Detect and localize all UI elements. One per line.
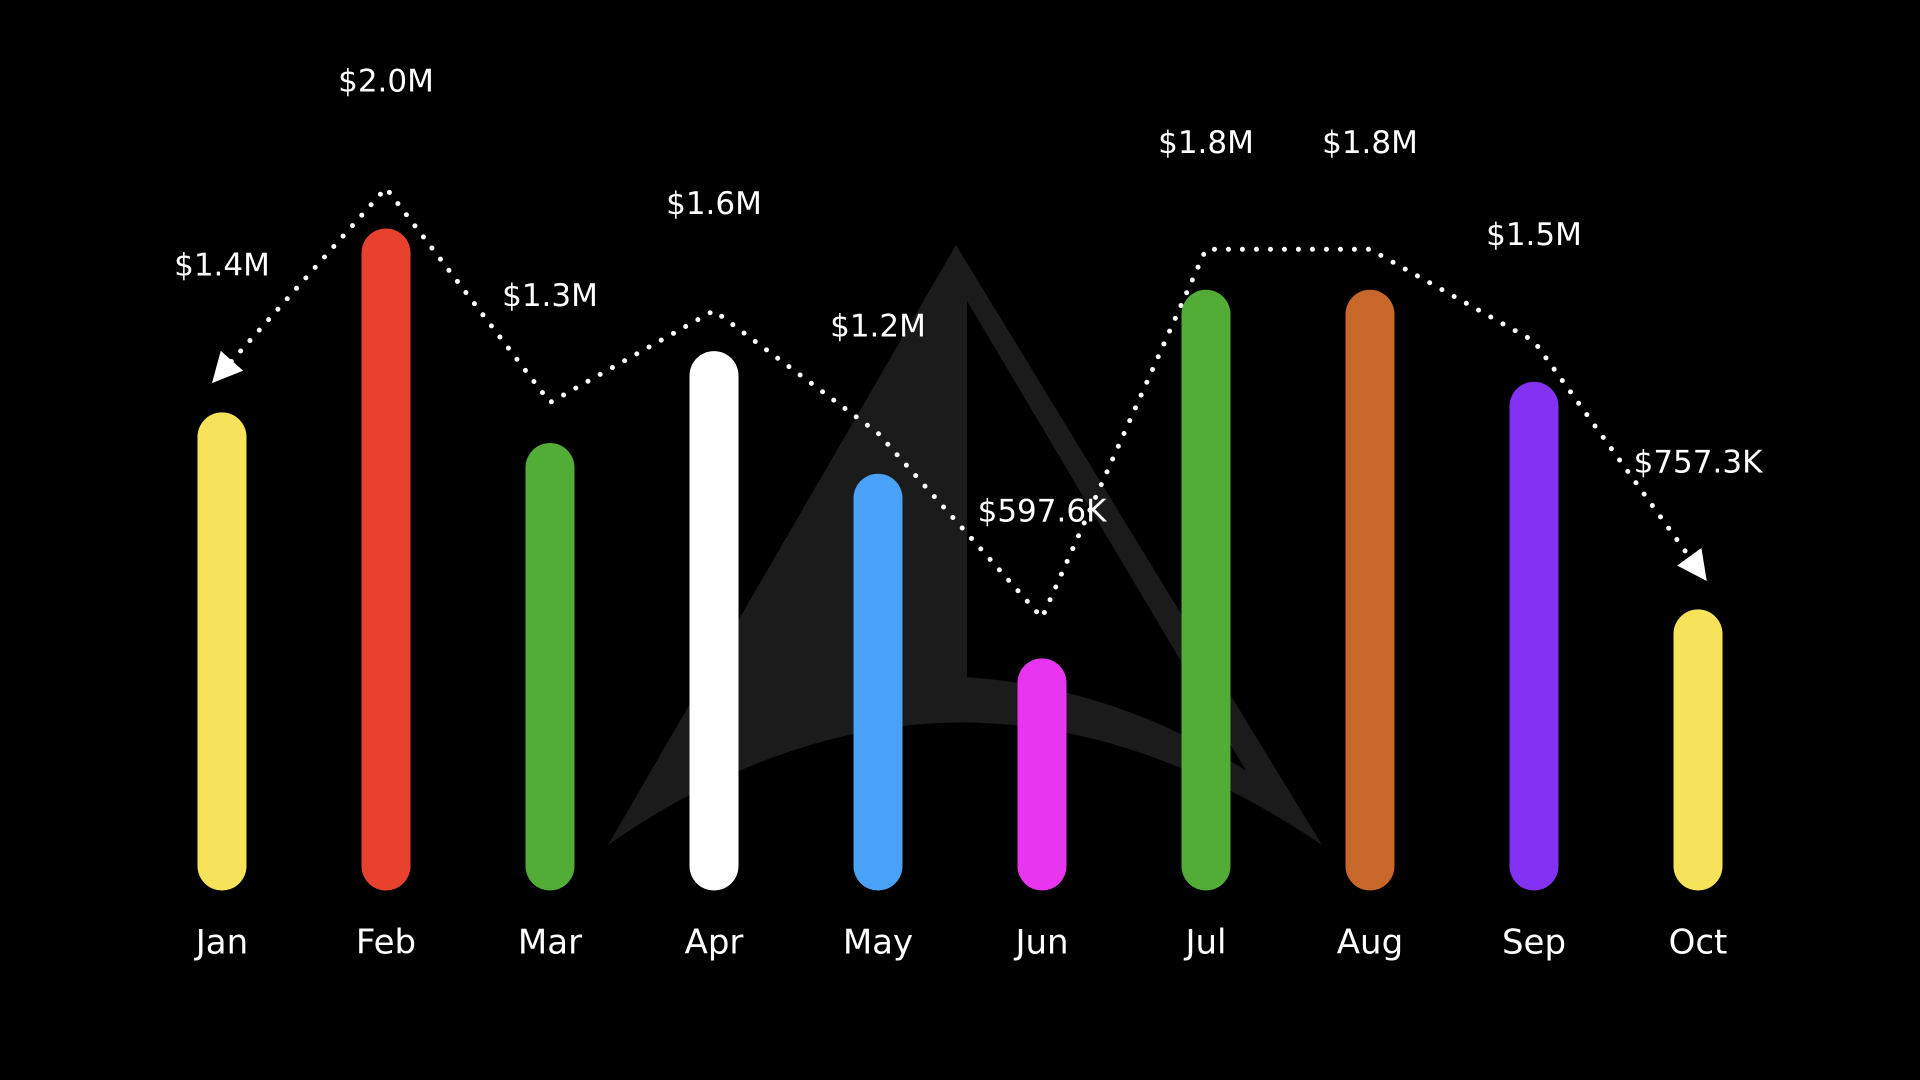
x-tick-label: Jan: [194, 923, 248, 963]
value-label: $2.0M: [338, 64, 434, 100]
bar: [525, 443, 575, 891]
bar: [1509, 381, 1559, 891]
x-tick-label: Sep: [1502, 923, 1566, 963]
bar: [1017, 658, 1067, 891]
trend-line: [212, 184, 1707, 623]
bar: [689, 351, 739, 891]
x-tick-label: Feb: [356, 923, 416, 963]
value-label: $1.8M: [1322, 125, 1418, 161]
bar: [853, 473, 903, 891]
bar: [1345, 289, 1395, 891]
value-label: $1.6M: [666, 186, 762, 222]
x-tick-label: Aug: [1337, 923, 1403, 963]
x-tick-label: Apr: [685, 923, 744, 963]
value-label: $1.2M: [830, 309, 926, 345]
value-label: $1.8M: [1158, 125, 1254, 161]
value-label: $1.5M: [1486, 217, 1582, 253]
x-tick-label: May: [843, 923, 913, 963]
bar: [197, 412, 247, 891]
value-label: $597.6K: [978, 493, 1107, 529]
value-label: $1.3M: [502, 278, 598, 314]
x-tick-label: Jul: [1183, 923, 1226, 963]
x-tick-label: Oct: [1669, 923, 1728, 963]
x-tick-label: Jun: [1013, 923, 1068, 963]
x-tick-label: Mar: [518, 923, 582, 963]
bar: [361, 228, 411, 891]
bar: [1673, 609, 1723, 891]
value-label: $757.3K: [1634, 444, 1763, 480]
value-label: $1.4M: [174, 247, 270, 283]
bar: [1181, 289, 1231, 891]
